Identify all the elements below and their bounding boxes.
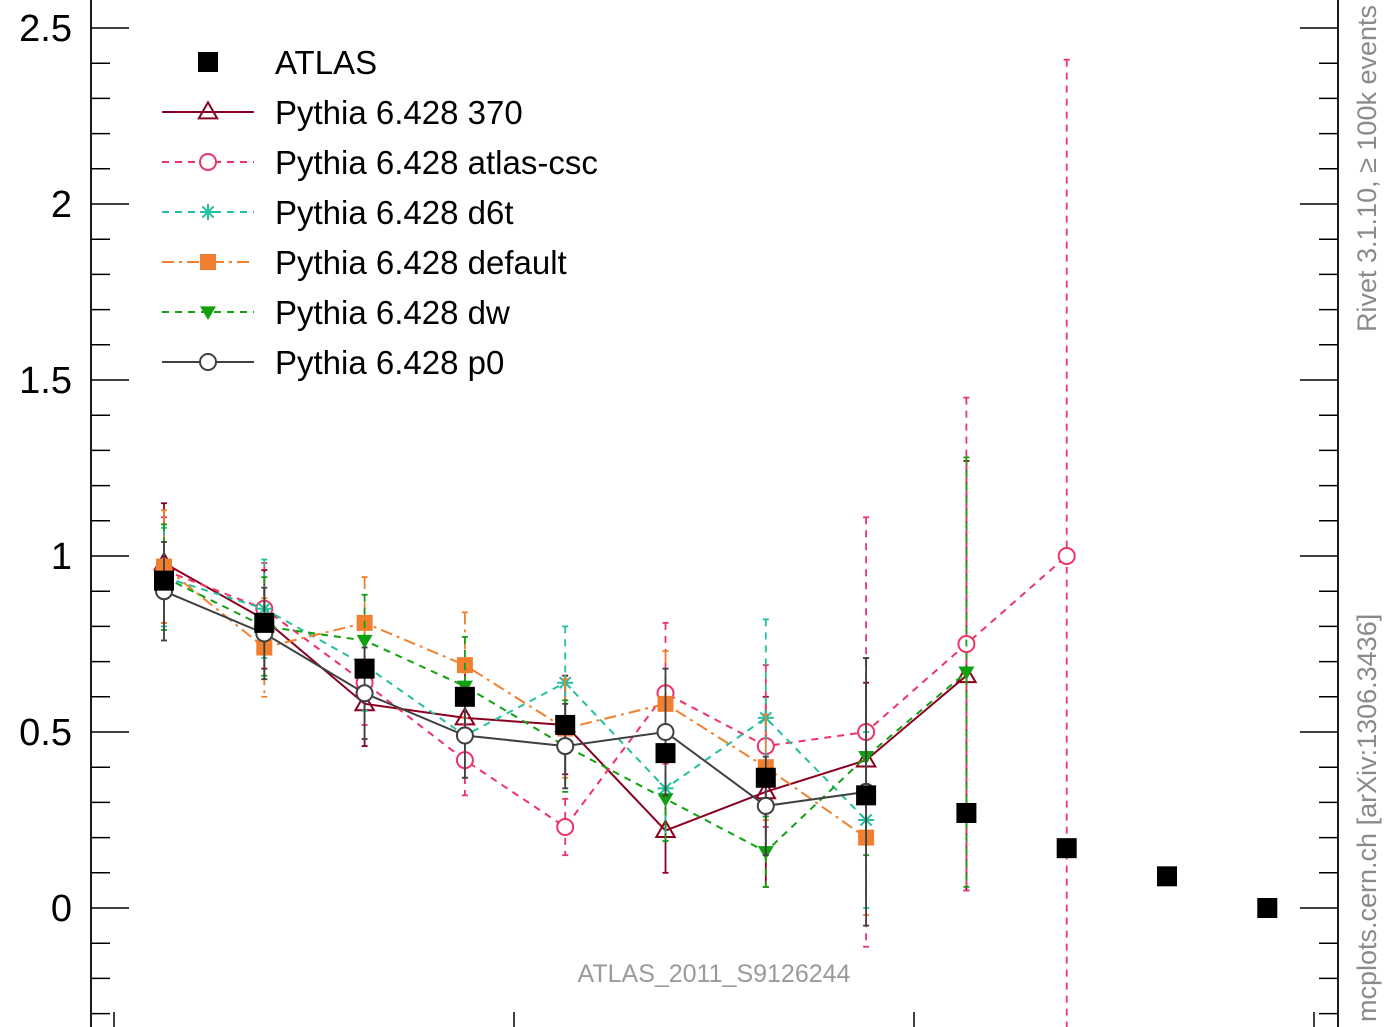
data-point [355,684,374,703]
x-axis [113,1012,1315,1027]
data-point [756,796,775,815]
legend-label: Pythia 6.428 d6t [275,194,514,231]
legend-marker [198,52,218,72]
legend-item: ATLAS [198,44,377,81]
legend-label: Pythia 6.428 370 [275,94,523,131]
data-point [1257,898,1278,918]
legend-item: Pythia 6.428 dw [162,294,510,331]
data-point [656,723,675,741]
data-point [1157,866,1177,887]
data-point [455,726,474,745]
data-point [655,743,676,764]
legend-marker [200,204,216,220]
y-tick-label: 2.5 [19,8,72,50]
legend-item: Pythia 6.428 p0 [162,344,504,381]
y-tick-label: 2 [51,184,72,226]
data-point [556,818,575,837]
legend-label: Pythia 6.428 dw [275,294,510,331]
y-axis: 0 0.5 1 1.5 2 2.5 [19,8,1338,1015]
plot-frame [90,0,1339,1027]
legend: ATLAS Pythia 6.428 370 Pythia 6.428 atlas-… [162,44,598,381]
data-point [154,570,174,591]
legend-marker [200,254,216,270]
series-layer [153,58,1278,1027]
data-point [356,634,373,649]
y-tick-label: 1.5 [19,360,72,402]
legend-item: Pythia 6.428 default [162,244,567,281]
series-line [163,590,867,807]
legend-marker [199,153,217,171]
series-atlas [154,570,1278,918]
legend-item: Pythia 6.428 d6t [162,194,514,231]
y-tick-label: 0.5 [19,712,72,754]
data-point [657,793,674,807]
data-point [454,686,475,707]
data-point [354,658,375,679]
legend-label: ATLAS [275,44,377,81]
rivet-version-label: Rivet 3.1.10, ≥ 100k events [1352,5,1382,332]
data-point [555,714,576,735]
y-tick-label: 0 [51,888,72,930]
legend-marker [199,353,217,371]
data-point [1056,838,1077,859]
data-point [856,785,877,806]
data-point [958,666,975,681]
mcplots-reference-label: mcplots.cern.ch [arXiv:1306.3436] [1352,614,1382,1022]
series-line [163,576,968,853]
data-point [1057,547,1076,565]
series-line [163,565,867,839]
series-line [163,576,867,821]
legend-marker [200,306,216,320]
legend-marker [197,100,219,120]
legend-item: Pythia 6.428 atlas-csc [162,144,598,181]
series-line [163,555,1068,829]
analysis-watermark: ATLAS_2011_S9126244 [578,960,851,988]
y-tick-label: 1 [51,536,72,578]
legend-label: Pythia 6.428 atlas-csc [275,144,598,181]
data-point [254,612,275,633]
legend-item: Pythia 6.428 370 [162,94,523,131]
legend-label: Pythia 6.428 default [275,244,567,281]
data-point [556,737,575,756]
legend-label: Pythia 6.428 p0 [275,344,504,381]
data-point [755,767,776,788]
data-point [956,802,977,823]
